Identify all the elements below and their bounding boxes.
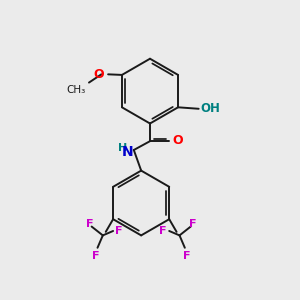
Text: F: F	[85, 219, 93, 229]
Text: CH₃: CH₃	[67, 85, 86, 94]
Text: F: F	[182, 251, 190, 261]
Text: F: F	[92, 251, 100, 261]
Text: F: F	[116, 226, 123, 236]
Text: F: F	[189, 219, 197, 229]
Text: H: H	[118, 143, 127, 153]
Text: F: F	[159, 226, 167, 236]
Text: O: O	[94, 68, 104, 81]
Text: O: O	[173, 134, 183, 147]
Text: N: N	[122, 146, 133, 159]
Text: OH: OH	[200, 102, 220, 115]
